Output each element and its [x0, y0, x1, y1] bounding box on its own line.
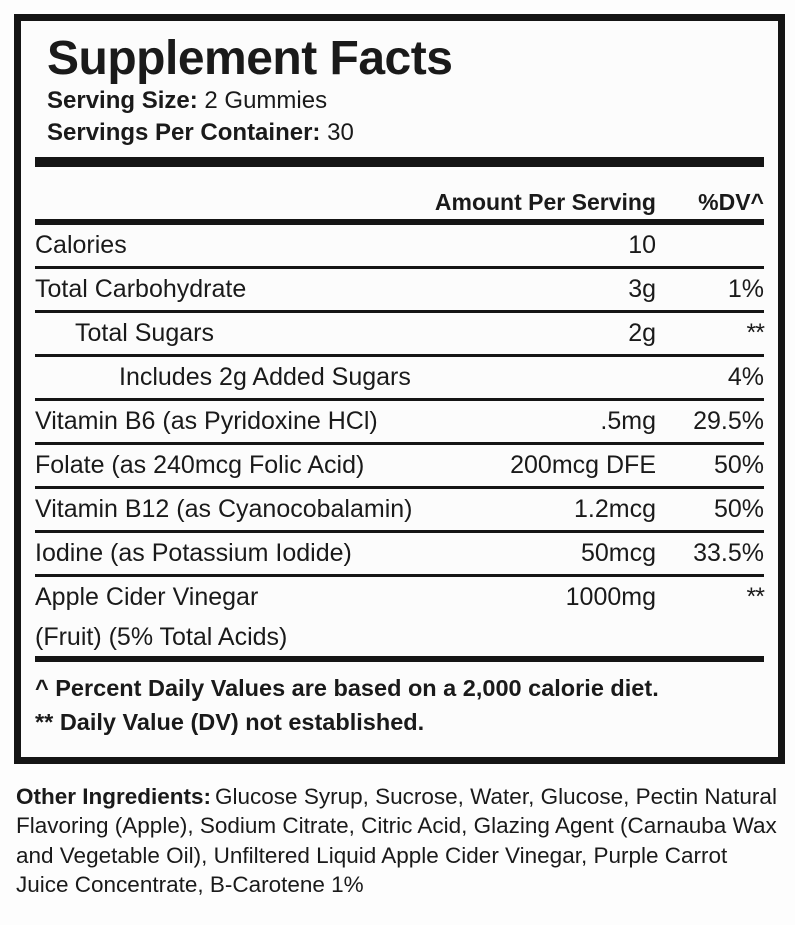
nutrient-row: Total Carbohydrate 3g 1% [35, 269, 764, 310]
servings-per-container-value: 30 [327, 118, 354, 146]
serving-size-label: Serving Size: [47, 87, 198, 114]
nutrient-amount: 50mcg [580, 539, 656, 568]
nutrient-name: Apple Cider Vinegar [35, 583, 259, 612]
row-divider [35, 398, 764, 402]
page-title: Supplement Facts [47, 32, 453, 85]
nutrient-daily-value: ** [746, 319, 765, 348]
amount-per-serving-header: Amount Per Serving [434, 189, 656, 216]
serving-size-line: Serving Size: 2 Gummies [47, 85, 764, 117]
nutrient-row: Includes 2g Added Sugars 4% [35, 357, 764, 398]
nutrient-name: Iodine (as Potassium Iodide) [35, 539, 352, 568]
nutrient-row: Calories 10 [35, 225, 764, 266]
nutrient-amount: 10 [628, 231, 656, 260]
nutrient-amount: 200mcg DFE [510, 451, 656, 480]
nutrient-rows: Calories 10 Total Carbohydrate 3g 1% Total Su… [35, 225, 765, 656]
nutrient-daily-value: 33.5% [693, 539, 764, 568]
divider-under-column-headers [35, 219, 764, 226]
servings-per-container-label: Servings Per Container: [47, 118, 321, 146]
nutrient-name: Calories [35, 231, 127, 260]
column-headers: Amount Per Serving %DV^ [35, 167, 764, 219]
row-divider [35, 530, 764, 534]
nutrient-name: Vitamin B12 (as Cyanocobalamin) [35, 495, 413, 524]
dv-header: %DV^ [698, 189, 764, 216]
nutrient-name: Includes 2g Added Sugars [119, 363, 411, 392]
nutrient-name: Total Sugars [75, 319, 214, 348]
nutrient-name: Total Carbohydrate [35, 275, 247, 304]
nutrient-amount: 2g [628, 319, 656, 348]
footnote-dv-not-established: ** Daily Value (DV) not established. [35, 709, 425, 736]
nutrient-daily-value: 1% [727, 275, 764, 304]
nutrient-detail-line: (Fruit) (5% Total Acids) [35, 622, 288, 651]
other-ingredients-heading: Other Ingredients: [16, 784, 212, 809]
divider-above-footnotes [35, 656, 764, 663]
nutrient-amount: .5mg [600, 407, 656, 436]
divider-under-servings [35, 157, 764, 168]
nutrient-daily-value: 50% [713, 451, 764, 480]
nutrient-row: Iodine (as Potassium Iodide) 50mcg 33.5% [35, 533, 764, 574]
nutrient-daily-value: 50% [713, 495, 764, 524]
other-ingredients: Other Ingredients: Glucose Syrup, Sucrose… [16, 782, 778, 900]
nutrient-amount: 1.2mcg [574, 495, 656, 524]
nutrient-row: Total Sugars 2g ** [35, 313, 765, 354]
nutrient-row: Folate (as 240mcg Folic Acid) 200mcg DFE 5… [35, 445, 764, 486]
other-ingredients-text: Glucose Syrup, Sucrose, Water, Glucose, … [16, 784, 777, 898]
footnotes: ^ Percent Daily Values are based on a 2,… [35, 662, 764, 739]
row-divider [35, 354, 764, 358]
nutrient-name: Vitamin B6 (as Pyridoxine HCl) [35, 407, 378, 436]
supplement-facts-panel: Supplement Facts Serving Size: 2 Gummies… [14, 14, 785, 764]
row-divider [35, 310, 764, 314]
nutrient-daily-value: ** [746, 583, 765, 612]
row-divider [35, 442, 764, 446]
nutrient-daily-value: 29.5% [693, 407, 764, 436]
nutrient-amount: 3g [628, 275, 656, 304]
servings-per-container-line: Servings Per Container: 30 [47, 117, 764, 149]
nutrient-row: Vitamin B12 (as Cyanocobalamin) 1.2mcg 50% [35, 489, 764, 530]
footnote-daily-values: ^ Percent Daily Values are based on a 2,… [35, 675, 659, 702]
nutrient-daily-value: 4% [727, 363, 764, 392]
nutrient-row: Vitamin B6 (as Pyridoxine HCl) .5mg 29.5% [35, 401, 764, 442]
row-divider [35, 486, 764, 490]
row-divider [35, 266, 764, 270]
nutrient-name: Folate (as 240mcg Folic Acid) [35, 451, 365, 480]
row-divider [35, 574, 764, 578]
nutrient-amount: 1000mg [565, 583, 656, 612]
serving-size-value: 2 Gummies [204, 87, 328, 114]
nutrient-row: Apple Cider Vinegar 1000mg ** [35, 577, 765, 618]
